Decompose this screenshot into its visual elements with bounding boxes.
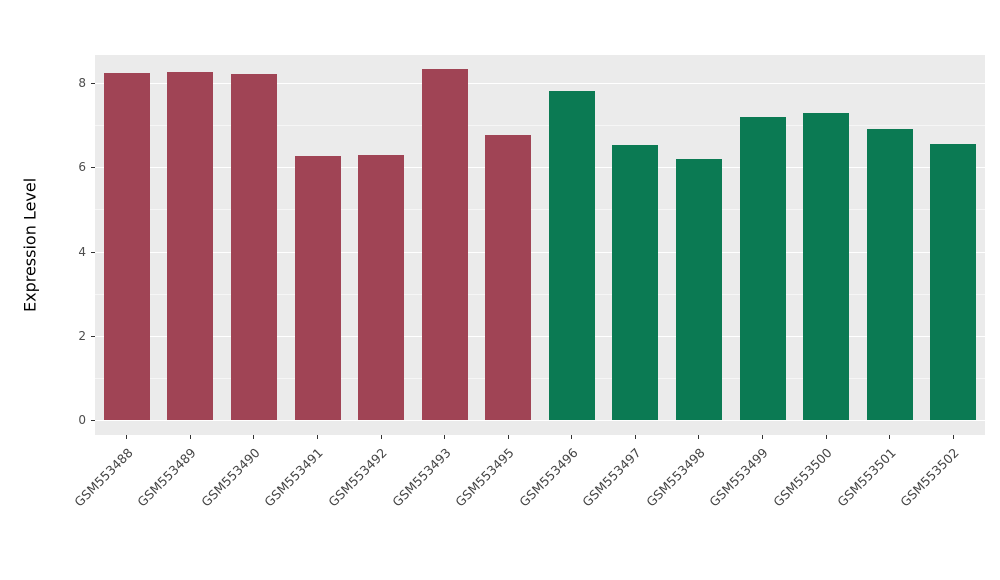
x-tick-label-text: GSM553501 xyxy=(833,445,899,510)
bar-GSM553493 xyxy=(421,68,468,420)
bar-GSM553491 xyxy=(294,155,341,420)
bar-GSM553489 xyxy=(167,72,214,420)
x-tick-label-text: GSM553492 xyxy=(325,445,390,510)
bar-GSM553501 xyxy=(866,129,913,420)
x-tick-mark xyxy=(889,435,891,439)
bar-GSM553496 xyxy=(548,91,595,420)
x-tick-label-text: GSM553488 xyxy=(70,445,136,510)
x-tick-mark xyxy=(126,435,128,439)
bar-GSM553488 xyxy=(103,72,150,420)
y-tick-label-6: 6 xyxy=(78,160,86,175)
x-tick-label-text: GSM553499 xyxy=(706,445,772,510)
x-tick-mark xyxy=(317,435,318,439)
x-axis: GSM553488 GSM553489 GSM553490 GSM553491 GSM5… xyxy=(71,435,985,575)
x-tick-mark xyxy=(507,435,509,439)
bar-GSM553499 xyxy=(739,116,786,420)
x-tick-label-text: GSM553498 xyxy=(643,445,708,510)
gridline-minor xyxy=(95,293,985,295)
x-tick-label-text: GSM553495 xyxy=(452,445,517,510)
gridline-minor xyxy=(95,209,985,211)
gridline-major xyxy=(95,420,985,421)
y-tick-mark xyxy=(91,335,95,337)
gridline-major xyxy=(95,83,985,84)
bar-GSM553498 xyxy=(675,158,722,420)
bar-GSM553490 xyxy=(230,73,277,420)
x-tick-label-text: GSM553500 xyxy=(770,445,835,510)
x-tick-label-text: GSM553497 xyxy=(579,445,644,510)
x-tick-label-text: GSM553491 xyxy=(261,445,327,510)
y-tick-label-4: 4 xyxy=(78,244,86,259)
x-tick-mark xyxy=(762,435,763,439)
x-tick-label-text: GSM553489 xyxy=(134,445,199,510)
bar-GSM553497 xyxy=(612,145,659,420)
y-tick-mark xyxy=(91,167,95,169)
x-tick-mark xyxy=(380,435,382,439)
y-tick-label-2: 2 xyxy=(78,328,86,343)
x-tick-mark xyxy=(825,435,827,439)
x-tick-label-text: GSM553502 xyxy=(897,445,962,510)
y-tick-mark xyxy=(91,251,95,253)
bar-GSM553495 xyxy=(485,134,532,420)
y-tick-label-0: 0 xyxy=(78,413,86,427)
x-tick-mark xyxy=(189,435,191,439)
x-tick-label-text: GSM553496 xyxy=(515,445,581,510)
gridline-major xyxy=(95,335,985,337)
y-axis: 0 2 4 6 8 xyxy=(0,55,95,435)
bar-GSM553500 xyxy=(803,113,850,420)
y-tick-mark xyxy=(91,420,95,421)
x-tick-mark xyxy=(634,435,636,439)
x-tick-label-text: GSM553490 xyxy=(198,445,263,510)
gridline-minor xyxy=(95,125,985,127)
gridline-major xyxy=(95,167,985,169)
x-tick-label-text: GSM553493 xyxy=(388,445,454,510)
gridline-major xyxy=(95,251,985,253)
plot-panel xyxy=(95,55,985,435)
x-tick-mark xyxy=(698,435,700,439)
bar-GSM553492 xyxy=(358,154,405,420)
bar-GSM553502 xyxy=(930,144,977,420)
y-tick-label-8: 8 xyxy=(78,76,86,90)
gridline-minor xyxy=(95,377,985,379)
x-tick-mark xyxy=(253,435,255,439)
x-tick-mark xyxy=(952,435,954,439)
x-tick-mark xyxy=(444,435,446,439)
x-tick-mark xyxy=(571,435,573,439)
y-tick-mark xyxy=(91,83,95,84)
